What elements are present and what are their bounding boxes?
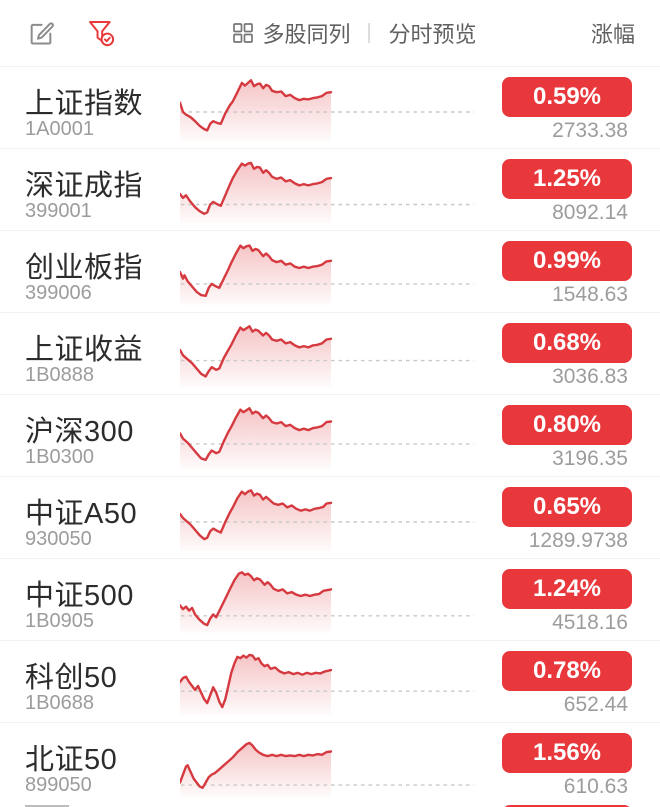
index-name: 上证收益 bbox=[25, 334, 144, 366]
sparkline-chart bbox=[178, 731, 476, 797]
index-code: 399006 bbox=[25, 282, 92, 304]
change-badge: 1.25% bbox=[502, 159, 632, 199]
sparkline-chart bbox=[178, 403, 476, 469]
index-value: 610.63 bbox=[563, 775, 628, 798]
index-value: 1289.9738 bbox=[528, 529, 628, 552]
index-value: 1548.63 bbox=[552, 283, 628, 306]
sparkline-chart bbox=[178, 75, 476, 141]
index-name: 沪深300 bbox=[25, 416, 134, 448]
index-code: 1B0688 bbox=[25, 692, 94, 714]
index-name: 上证指数 bbox=[25, 88, 144, 120]
edit-icon[interactable] bbox=[25, 17, 57, 49]
index-row[interactable]: 中证500 1B0905 1.24% 4518.16 bbox=[0, 559, 660, 641]
index-name: 中证500 bbox=[25, 580, 134, 612]
sort-by-change-button[interactable]: 涨幅 bbox=[591, 17, 635, 49]
change-badge: 1.24% bbox=[502, 569, 632, 609]
toolbar-left-icons bbox=[25, 17, 117, 49]
index-name: 北证50 bbox=[25, 744, 118, 776]
index-value: 4518.16 bbox=[552, 611, 628, 634]
index-value: 2733.38 bbox=[552, 119, 628, 142]
index-code: 399001 bbox=[25, 200, 92, 222]
index-code: 930050 bbox=[25, 528, 92, 550]
multi-stock-button[interactable]: 多股同列 bbox=[231, 17, 350, 49]
change-badge: 0.59% bbox=[502, 77, 632, 117]
index-name: 深证成指 bbox=[25, 170, 144, 202]
index-row[interactable]: 科创50 1B0688 0.78% 652.44 bbox=[0, 641, 660, 723]
change-badge: 0.68% bbox=[502, 323, 632, 363]
sparkline-chart bbox=[178, 321, 476, 387]
index-name: 中证A50 bbox=[25, 498, 138, 530]
filter-funnel-check-icon[interactable] bbox=[85, 17, 117, 49]
multi-stock-label: 多股同列 bbox=[262, 22, 351, 47]
toolbar-center: 多股同列 分时预览 bbox=[117, 17, 591, 49]
grid-icon bbox=[231, 21, 255, 45]
index-code: 1B0888 bbox=[25, 364, 94, 386]
index-row[interactable]: 北证50 899050 1.56% 610.63 bbox=[0, 723, 660, 805]
toolbar-divider bbox=[368, 23, 371, 43]
index-code: 1A0001 bbox=[25, 118, 94, 140]
intraday-preview-button[interactable]: 分时预览 bbox=[388, 17, 476, 49]
sparkline-chart bbox=[178, 485, 476, 551]
change-badge: 1.56% bbox=[502, 733, 632, 773]
index-value: 3036.83 bbox=[552, 365, 628, 388]
next-row-badge-sliver bbox=[502, 805, 632, 807]
change-badge: 0.99% bbox=[502, 241, 632, 281]
index-row[interactable]: 上证指数 1A0001 0.59% 2733.38 bbox=[0, 67, 660, 149]
sparkline-chart bbox=[178, 239, 476, 305]
index-row[interactable]: 创业板指 399006 0.99% 1548.63 bbox=[0, 231, 660, 313]
sparkline-chart bbox=[178, 649, 476, 715]
index-value: 8092.14 bbox=[552, 201, 628, 224]
index-value: 3196.35 bbox=[552, 447, 628, 470]
index-row[interactable]: 中证A50 930050 0.65% 1289.9738 bbox=[0, 477, 660, 559]
sparkline-chart bbox=[178, 157, 476, 223]
index-value: 652.44 bbox=[563, 693, 628, 716]
index-name: 科创50 bbox=[25, 662, 118, 694]
index-row[interactable]: 上证收益 1B0888 0.68% 3036.83 bbox=[0, 313, 660, 395]
change-badge: 0.65% bbox=[502, 487, 632, 527]
index-code: 1B0905 bbox=[25, 610, 94, 632]
index-code: 899050 bbox=[25, 774, 92, 796]
sparkline-chart bbox=[178, 567, 476, 633]
index-name: 创业板指 bbox=[25, 252, 144, 284]
toolbar: 多股同列 分时预览 涨幅 bbox=[0, 0, 660, 67]
index-row[interactable]: 深证成指 399001 1.25% 8092.14 bbox=[0, 149, 660, 231]
next-row-name-sliver bbox=[25, 805, 69, 807]
index-row[interactable]: 沪深300 1B0300 0.80% 3196.35 bbox=[0, 395, 660, 477]
change-badge: 0.78% bbox=[502, 651, 632, 691]
change-badge: 0.80% bbox=[502, 405, 632, 445]
next-row-partial bbox=[0, 805, 660, 807]
index-list: 上证指数 1A0001 0.59% 2733.38 深证成指 399001 1.… bbox=[0, 67, 660, 805]
index-code: 1B0300 bbox=[25, 446, 94, 468]
intraday-preview-label: 分时预览 bbox=[388, 22, 477, 47]
